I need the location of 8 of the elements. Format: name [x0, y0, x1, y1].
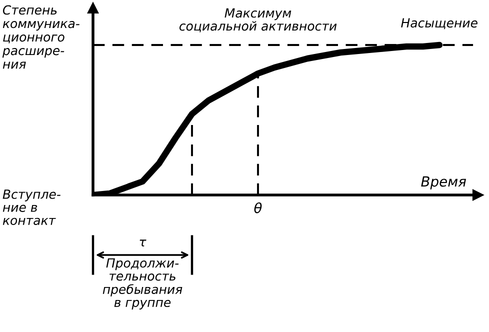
text: Продолжи- тельность пребывания в группе	[102, 258, 182, 310]
text: θ	[254, 202, 262, 214]
x-axis-title: Время	[421, 176, 466, 190]
y-axis-title: Степень коммуника- ционного расшире- ния	[2, 5, 80, 69]
text: Вступле- ние в контакт	[2, 190, 60, 226]
text: τ	[140, 240, 146, 246]
ref-line-label: Насыщение	[401, 18, 478, 30]
text: Максимум социальной активности	[179, 8, 337, 32]
